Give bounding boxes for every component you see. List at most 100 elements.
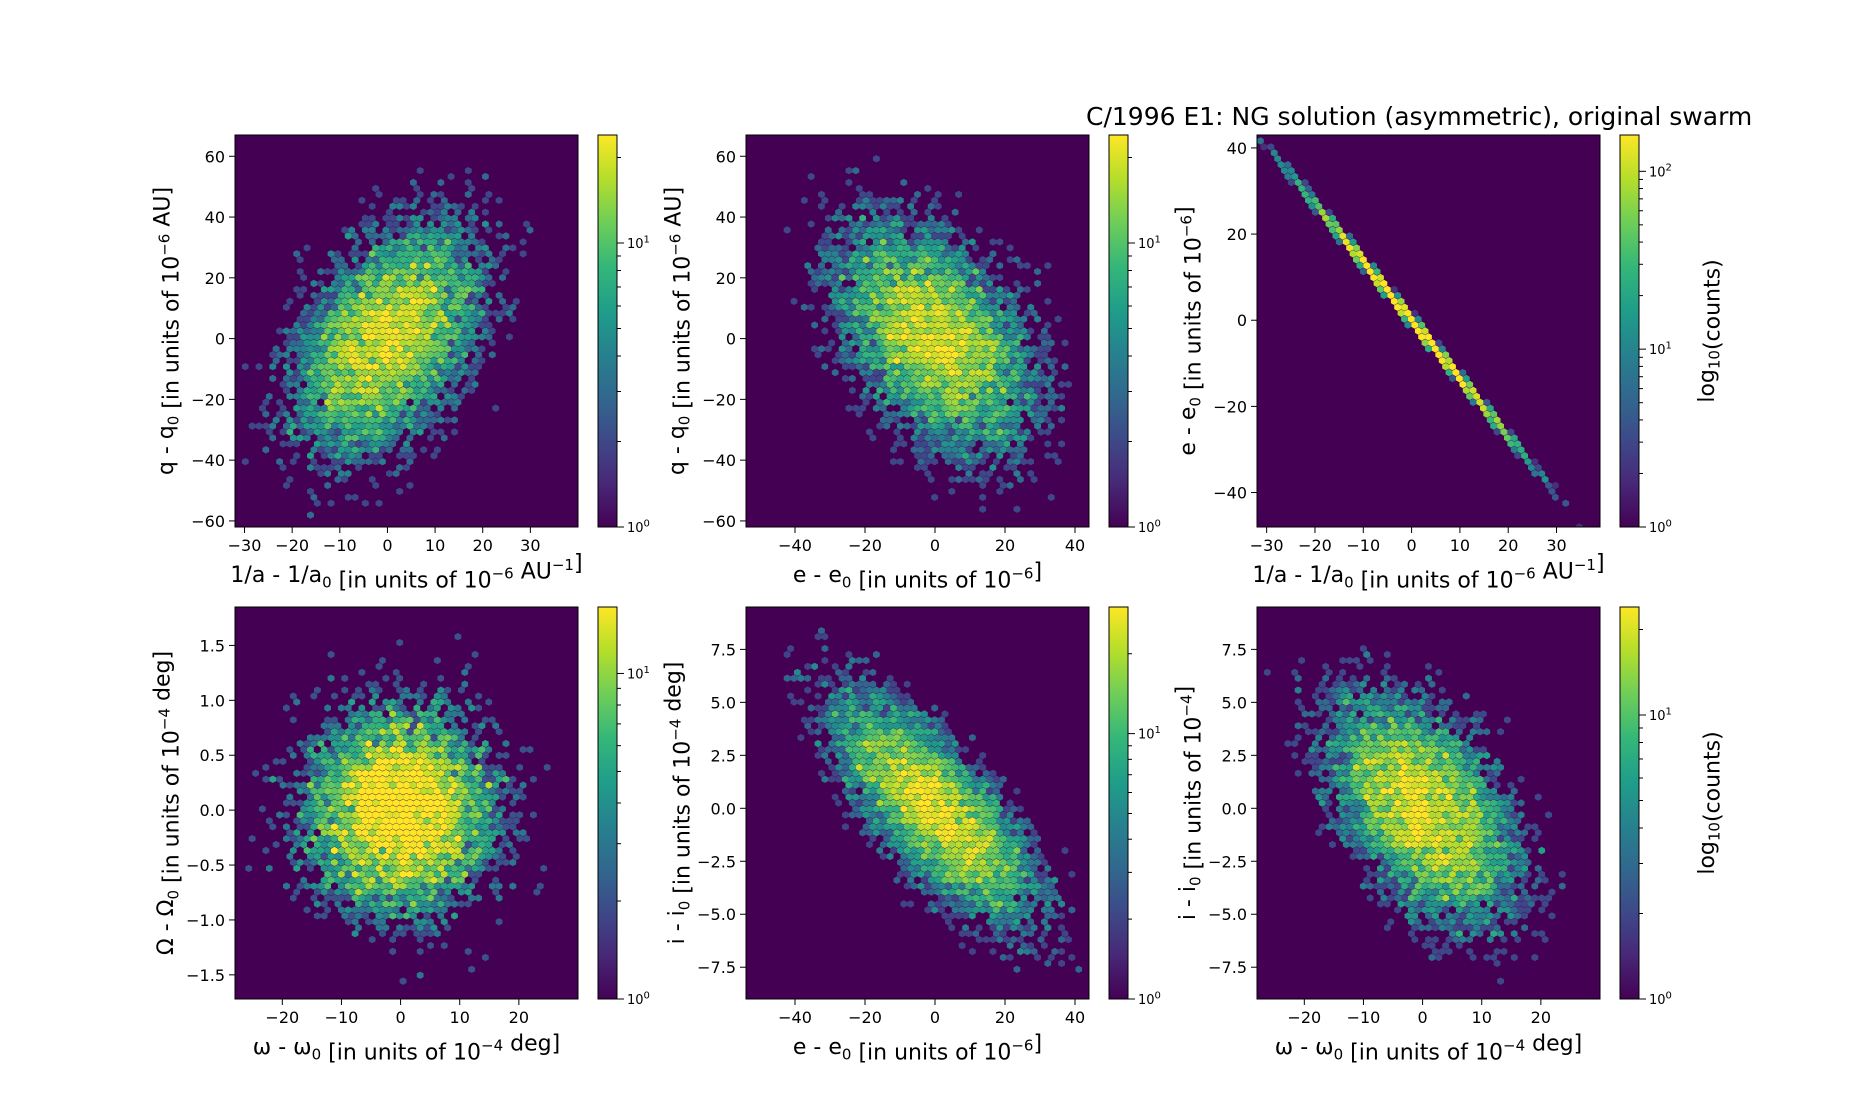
hexbin-cell <box>1017 416 1024 424</box>
hexbin-cell <box>770 226 777 234</box>
hexbin-cell <box>866 226 873 234</box>
hexbin-cell <box>344 728 352 736</box>
hexbin-cell <box>331 232 338 240</box>
hexbin-cell <box>351 953 359 962</box>
hexbin-cell <box>351 244 359 252</box>
hexbin-cell <box>519 309 527 317</box>
hexbin-cell <box>447 775 455 783</box>
hexbin-cell <box>382 416 390 424</box>
hexbin-cell <box>365 303 373 311</box>
hexbin-cell <box>375 250 383 258</box>
hexbin-cell <box>969 368 976 377</box>
axes-frame <box>234 606 579 1000</box>
hexbin-cell <box>341 452 349 460</box>
hexbin-cell <box>368 345 376 353</box>
hexbin-cell <box>420 279 428 288</box>
hexbin-cell <box>893 452 901 460</box>
hexbin-cell <box>444 404 452 412</box>
hexbin-cell <box>324 386 331 395</box>
hexbin-cell <box>389 912 397 920</box>
hexbin-cell <box>375 404 383 412</box>
hexbin-cell <box>931 196 939 204</box>
hexbin-cell <box>855 351 863 359</box>
hexbin-cell <box>334 380 342 389</box>
hexbin-cell <box>1006 446 1014 454</box>
hexbin-cell <box>468 882 476 890</box>
hexbin-cell <box>341 912 349 920</box>
hexbin-cell <box>969 238 976 246</box>
hexbin-cell <box>890 303 897 311</box>
hexbin-cell <box>423 250 431 258</box>
hexbin-cell <box>835 327 842 335</box>
hexbin-cell <box>468 351 476 359</box>
hexbin-cell <box>310 303 318 311</box>
hexbin-cell <box>409 864 417 872</box>
hexbin-cell <box>238 357 246 365</box>
hexbin-cell <box>485 852 493 861</box>
hexbin-cell <box>289 279 297 288</box>
hexbin-cell <box>433 291 441 299</box>
hexbin-cell <box>331 858 338 867</box>
hexbin-cell <box>396 674 404 682</box>
hexbin-cell <box>896 184 904 193</box>
hexbin-cell <box>427 374 434 383</box>
hexbin-cell <box>420 846 428 855</box>
hexbin-cell <box>406 256 414 264</box>
hexbin-cell <box>464 710 472 718</box>
hexbin-cell <box>269 882 277 890</box>
hexbin-cell <box>293 321 301 329</box>
hexbin-cell <box>927 463 935 472</box>
hexbin-cell <box>392 196 400 204</box>
hexbin-cell <box>958 398 966 406</box>
hexbin-cell <box>1020 327 1028 335</box>
hexbin-cell <box>293 333 301 341</box>
hexbin-cell <box>420 351 428 359</box>
hexbin-cell <box>444 674 452 682</box>
hexbin-cell <box>488 787 496 795</box>
hexbin-cell <box>526 285 534 294</box>
hexbin-cell <box>430 190 438 199</box>
hexbin-cell <box>286 487 294 495</box>
hexbin-cell <box>444 686 452 694</box>
hexbin-cell <box>283 315 290 323</box>
hexbin-cell <box>259 523 266 527</box>
hexbin-cell <box>859 262 866 270</box>
hexbin-cell <box>1555 487 1563 495</box>
hexbin-cell <box>324 704 331 712</box>
hexbin-cell <box>355 793 362 801</box>
hexbin-cell <box>423 662 431 671</box>
hexbin-cell <box>361 250 369 258</box>
y-tick-label: 20 <box>716 269 736 288</box>
hexbin-cell <box>461 351 469 359</box>
hexbin-cell <box>413 930 421 938</box>
hexbin-cell <box>296 434 304 442</box>
hexbin-cell <box>872 404 880 412</box>
hexbin-cell <box>876 410 884 418</box>
hexbin-cell <box>368 333 376 341</box>
hexbin-cell <box>265 734 273 742</box>
hexbin-cell <box>468 232 476 240</box>
hexbin-cell <box>502 256 510 264</box>
hexbin-cell <box>872 440 880 448</box>
hexbin-cell <box>972 303 980 311</box>
hexbin-cell <box>845 250 853 258</box>
hexbin-cell <box>341 781 349 789</box>
hexbin-cell <box>979 351 987 359</box>
hexbin-cell <box>999 458 1007 466</box>
hexbin-cell <box>986 386 993 395</box>
hexbin-cell <box>255 351 263 359</box>
hexbin-cell <box>361 357 369 365</box>
hexbin-cell <box>289 363 297 371</box>
hexbin-cell <box>872 190 880 199</box>
hexbin-cell <box>914 190 921 199</box>
hexbin-cell <box>331 799 338 807</box>
hexbin-cell <box>471 686 479 694</box>
hexbin-cell <box>485 757 493 766</box>
hexbin-cell <box>283 870 290 878</box>
hexbin-cell <box>389 392 397 400</box>
hexbin-cell <box>924 267 932 276</box>
hexbin-cell <box>1263 137 1271 145</box>
hexbin-cell <box>403 674 410 682</box>
hexbin-cell <box>320 428 328 436</box>
hexbin-cell <box>989 428 997 436</box>
